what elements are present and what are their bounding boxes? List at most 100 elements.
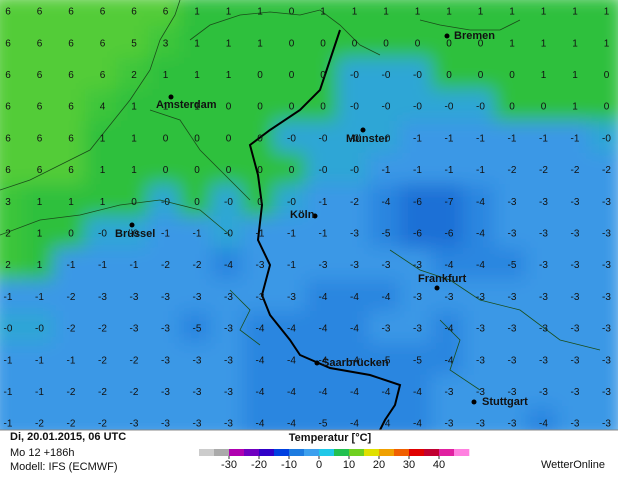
field-cell <box>179 247 215 284</box>
grid-value: 6 <box>100 7 106 18</box>
grid-value: -1 <box>476 133 485 144</box>
grid-value: -4 <box>539 419 548 430</box>
grid-value: -3 <box>476 324 485 335</box>
field-cell <box>336 247 373 284</box>
grid-value: -3 <box>571 355 580 366</box>
grid-value: -0 <box>287 133 296 144</box>
grid-value: -1 <box>4 387 13 398</box>
field-cell <box>0 120 26 157</box>
grid-value: -5 <box>193 324 202 335</box>
field-cell <box>242 279 278 316</box>
grid-value: 1 <box>226 70 232 81</box>
grid-value: -3 <box>508 387 517 398</box>
field-cell <box>399 0 436 30</box>
grid-value: 0 <box>226 102 232 113</box>
grid-value: -1 <box>319 197 328 208</box>
field-cell <box>21 279 58 316</box>
grid-value: -3 <box>571 229 580 240</box>
grid-value: 0 <box>320 102 326 113</box>
field-cell <box>494 184 530 221</box>
field-cell <box>0 184 26 221</box>
field-cell <box>53 89 89 125</box>
grid-value: -4 <box>382 292 391 303</box>
grid-value: -1 <box>67 260 76 271</box>
grid-value: 1 <box>194 102 200 113</box>
field-cell <box>84 279 121 316</box>
field-cell <box>588 184 618 221</box>
field-cell <box>53 374 89 411</box>
grid-value: 0 <box>320 38 326 49</box>
grid-value: 0 <box>415 38 421 49</box>
field-cell <box>21 89 58 125</box>
country-border <box>248 29 402 431</box>
field-cell <box>336 406 373 430</box>
grid-value: 1 <box>383 7 389 18</box>
grid-value: -0 <box>161 197 170 208</box>
field-cell <box>336 25 373 62</box>
field-cell <box>242 247 278 284</box>
field-cell <box>462 311 499 347</box>
field-cell <box>147 311 184 347</box>
grid-value: -1 <box>193 229 202 240</box>
grid-value: -3 <box>413 292 422 303</box>
field-cell <box>462 216 499 252</box>
grid-value: 1 <box>257 38 263 49</box>
city-label: Brüssel <box>115 228 155 240</box>
grid-value: -1 <box>319 229 328 240</box>
field-cell <box>53 25 89 62</box>
field-cell <box>210 374 247 411</box>
grid-value: 6 <box>5 165 11 176</box>
grid-value: -4 <box>445 324 454 335</box>
grid-value: -2 <box>193 260 202 271</box>
grid-value: 0 <box>383 38 389 49</box>
field-cell <box>84 25 121 62</box>
grid-value: 0 <box>226 165 232 176</box>
grid-value: 1 <box>37 197 43 208</box>
field-cell <box>494 216 530 252</box>
grid-value: -3 <box>256 260 265 271</box>
field-cell <box>84 57 121 94</box>
grid-value: -3 <box>571 387 580 398</box>
legend-tick-label: -30 <box>221 459 237 471</box>
field-cell <box>273 152 310 189</box>
grid-value: -4 <box>476 229 485 240</box>
field-cell <box>462 120 499 157</box>
field-cell <box>557 89 593 125</box>
field-cell <box>273 247 310 284</box>
field-cell <box>242 89 278 125</box>
grid-value: -4 <box>256 355 265 366</box>
field-cell <box>116 311 152 347</box>
field-cell <box>21 247 58 284</box>
grid-value: -3 <box>445 292 454 303</box>
field-cell <box>305 57 341 94</box>
grid-value: 0 <box>289 38 295 49</box>
field-cell <box>21 342 58 379</box>
legend-swatch <box>304 449 320 456</box>
grid-value: 2 <box>5 229 11 240</box>
field-cell <box>399 25 436 62</box>
field-cell <box>53 216 89 252</box>
grid-value: 0 <box>131 197 137 208</box>
field-cell <box>0 25 26 62</box>
field-cell <box>53 279 89 316</box>
grid-value: -3 <box>602 292 611 303</box>
grid-value: -5 <box>382 355 391 366</box>
field-cell <box>53 342 89 379</box>
field-cell <box>368 247 404 284</box>
legend-swatch <box>364 449 380 456</box>
field-cell <box>273 216 310 252</box>
grid-value: -4 <box>350 387 359 398</box>
field-cell <box>210 342 247 379</box>
grid-value: -3 <box>539 292 548 303</box>
grid-value: -3 <box>476 292 485 303</box>
grid-value: 1 <box>604 38 610 49</box>
field-cell <box>116 25 152 62</box>
grid-value: 0 <box>257 133 263 144</box>
field-cell <box>0 89 26 125</box>
field-cell <box>525 374 562 411</box>
grid-value: -3 <box>350 260 359 271</box>
field-cell <box>368 25 404 62</box>
field-cell <box>21 406 58 430</box>
grid-value: 1 <box>572 70 578 81</box>
field-cell <box>462 279 499 316</box>
